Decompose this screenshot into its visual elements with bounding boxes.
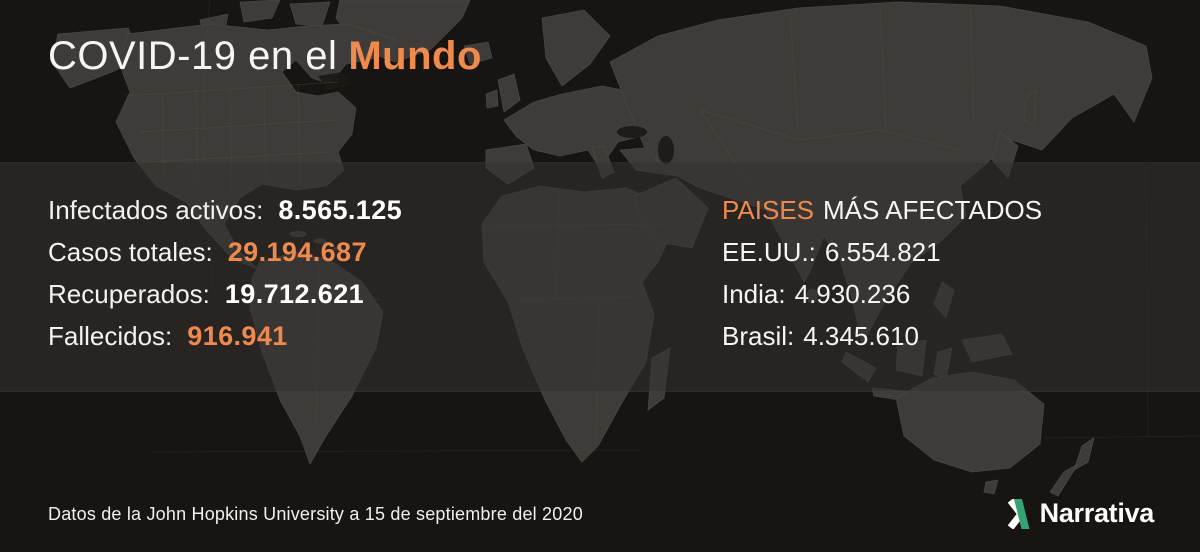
logo-text: Narrativa xyxy=(1039,498,1155,528)
source-note: Datos de la John Hopkins University a 15… xyxy=(48,504,583,524)
affected-heading-rest: MÁS AFECTADOS xyxy=(823,194,1043,225)
stat-label: Casos totales: xyxy=(48,236,213,267)
stat-label: Infectados activos: xyxy=(48,194,264,225)
stat-label: Recuperados: xyxy=(48,278,210,309)
stat-value: 916.941 xyxy=(187,320,288,351)
title-prefix: COVID-19 en el xyxy=(48,34,338,78)
page-title: COVID-19 en el Mundo xyxy=(48,34,482,79)
country-value: 6.554.821 xyxy=(824,236,941,267)
country-value: 4.345.610 xyxy=(803,320,919,351)
country-row-india: India: 4.930.236 xyxy=(722,273,1042,315)
affected-heading-highlight: PAISES xyxy=(722,194,815,225)
stat-value: 19.712.621 xyxy=(224,278,365,309)
stats-band-overlay xyxy=(0,162,1200,392)
stat-value: 29.194.687 xyxy=(227,236,367,267)
country-row-eeuu: EE.UU.: 6.554.821 xyxy=(722,231,1042,273)
country-label: EE.UU.: xyxy=(722,236,816,267)
narrativa-logo: Narrativa xyxy=(1007,498,1154,529)
stat-label: Fallecidos: xyxy=(48,320,173,351)
narrativa-n-icon xyxy=(1007,498,1030,529)
stat-row-recuperados: Recuperados: 19.712.621 xyxy=(48,273,402,315)
most-affected-countries: PAISES MÁS AFECTADOS EE.UU.: 6.554.821 I… xyxy=(722,189,1042,357)
global-stats: Infectados activos: 8.565.125 Casos tota… xyxy=(48,189,402,357)
country-row-brasil: Brasil: 4.345.610 xyxy=(722,315,1042,357)
country-label: India: xyxy=(722,278,786,309)
title-highlight: Mundo xyxy=(348,34,482,78)
country-label: Brasil: xyxy=(722,320,795,351)
country-value: 4.930.236 xyxy=(794,278,911,309)
stat-row-casos-totales: Casos totales: 29.194.687 xyxy=(48,231,402,273)
stat-row-fallecidos: Fallecidos: 916.941 xyxy=(48,315,402,357)
stat-row-infectados-activos: Infectados activos: 8.565.125 xyxy=(48,189,402,231)
stat-value: 8.565.125 xyxy=(278,194,403,225)
affected-heading: PAISES MÁS AFECTADOS xyxy=(722,189,1042,231)
